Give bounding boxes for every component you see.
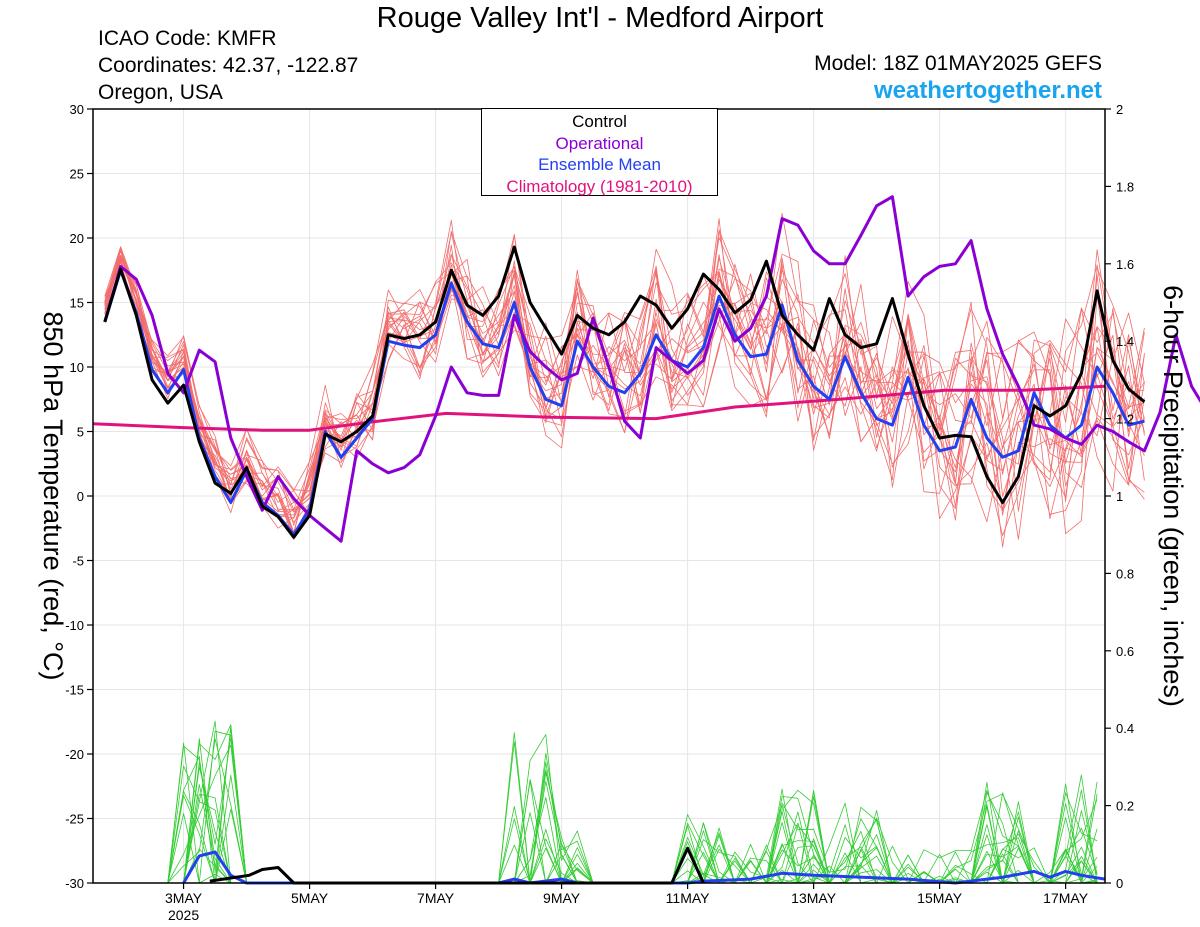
- precip-member-line: [104, 761, 1098, 884]
- precip-member-line: [104, 745, 1098, 884]
- y-tick-label: 30: [70, 102, 84, 117]
- y2-tick-label: 0.6: [1116, 644, 1134, 659]
- x-tick-label: 3MAY: [165, 890, 203, 906]
- precip-member-line: [104, 724, 1098, 884]
- precip-member-line: [104, 737, 1098, 884]
- x-tick-label: 9MAY: [543, 890, 581, 906]
- y-tick-label: 10: [70, 360, 84, 375]
- precip-member-line: [104, 732, 1098, 884]
- temp-member-line: [104, 253, 1145, 535]
- x-tick-label: 5MAY: [291, 890, 329, 906]
- y2-tick-label: 0.2: [1116, 799, 1134, 814]
- y2-tick-label: 0: [1116, 876, 1123, 891]
- temp-member-line: [104, 213, 1145, 540]
- temp-member-line: [104, 255, 1145, 519]
- climatology-line: [92, 384, 1106, 432]
- precip-member-line: [104, 725, 1098, 884]
- x-tick-label: 13MAY: [791, 890, 837, 906]
- temp-member-line: [104, 246, 1145, 512]
- y-tick-label: -30: [65, 876, 84, 891]
- y-tick-label: 0: [77, 489, 84, 504]
- y2-tick-label: 1.8: [1116, 179, 1134, 194]
- precip-member-line: [104, 784, 1098, 884]
- precip-member-line: [104, 744, 1098, 884]
- y2-tick-label: 1.6: [1116, 257, 1134, 272]
- y-tick-label: -10: [65, 618, 84, 633]
- temp-member-line: [104, 232, 1145, 510]
- y-tick-label: 20: [70, 231, 84, 246]
- y-tick-label: 15: [70, 296, 84, 311]
- x-tick-sublabel: 2025: [168, 907, 199, 923]
- precip-member-line: [104, 720, 1098, 884]
- legend-operational: Operational: [555, 133, 644, 153]
- y-tick-label: 25: [70, 167, 84, 182]
- chart-title: Rouge Valley Int'l - Medford Airport: [376, 2, 824, 34]
- y-tick-label: -15: [65, 683, 84, 698]
- x-tick-label: 15MAY: [917, 890, 963, 906]
- icao-code: ICAO Code: KMFR: [98, 27, 277, 50]
- precip-control-line: [209, 846, 705, 885]
- y2-tick-label: 2: [1116, 102, 1123, 117]
- precip-member-line: [104, 774, 1098, 884]
- location: Oregon, USA: [98, 81, 223, 104]
- site-link[interactable]: weathertogether.net: [873, 77, 1102, 104]
- y-tick-label: -20: [65, 747, 84, 762]
- model-run: Model: 18Z 01MAY2025 GEFS: [814, 52, 1102, 75]
- temp-member-line: [104, 247, 1145, 536]
- temp-member-line: [104, 234, 1145, 513]
- temp-member-line: [104, 244, 1145, 513]
- precip-member-line: [104, 789, 1098, 884]
- y2-tick-label: 1: [1116, 489, 1123, 504]
- legend-control: Control: [572, 112, 627, 131]
- y2-tick-label: 0.4: [1116, 721, 1134, 736]
- temp-member-line: [104, 234, 1145, 548]
- operational-line: [103, 195, 1200, 543]
- precip-member-line: [104, 738, 1098, 884]
- coordinates: Coordinates: 42.37, -122.87: [98, 54, 359, 77]
- temp-member-line: [104, 264, 1145, 533]
- x-tick-label: 7MAY: [417, 890, 455, 906]
- legend-ensemble-mean: Ensemble Mean: [538, 155, 661, 174]
- x-tick-label: 11MAY: [666, 890, 710, 906]
- x-tick-label: 17MAY: [1043, 890, 1089, 906]
- precip-member-line: [104, 802, 1098, 884]
- y2-axis-title: 6-hour Precipitation (green, inches): [1158, 285, 1188, 707]
- legend-climatology: Climatology (1981-2010): [506, 176, 693, 196]
- y-tick-label: -5: [72, 554, 84, 569]
- y-tick-label: -25: [65, 812, 84, 827]
- precip-members: [104, 720, 1098, 884]
- temp-member-line: [104, 218, 1145, 516]
- y2-tick-label: 1.2: [1116, 412, 1134, 427]
- precip-member-line: [104, 742, 1098, 884]
- precip-member-line: [104, 741, 1098, 884]
- precip-member-line: [104, 727, 1098, 884]
- precip-mean-line: [182, 850, 1106, 885]
- legend: Control Operational Ensemble Mean Climat…: [481, 108, 718, 196]
- y-tick-label: 5: [77, 425, 84, 440]
- control-line: [103, 245, 1146, 539]
- precip-member-line: [104, 734, 1098, 884]
- y2-tick-label: 0.8: [1116, 566, 1134, 581]
- y2-tick-label: 1.4: [1116, 334, 1134, 349]
- y-axis-title: 850 hPa Temperature (red, °C): [38, 312, 68, 681]
